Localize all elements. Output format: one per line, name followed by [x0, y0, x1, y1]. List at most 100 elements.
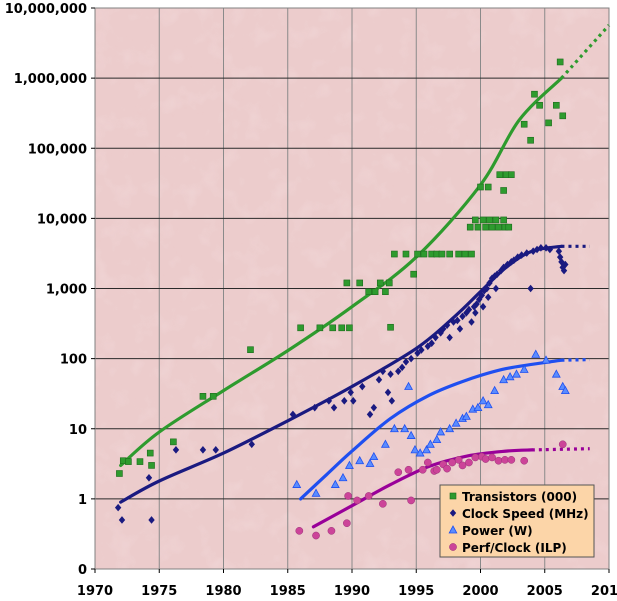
x-tick-label: 2005	[527, 584, 563, 599]
point-transistors-000	[387, 323, 394, 331]
point-clock-speed-mhz	[492, 284, 500, 293]
point-transistors-000	[247, 346, 254, 354]
point-perf-clock-ilp	[423, 458, 432, 467]
point-power-w	[519, 364, 529, 373]
point-clock-speed-mhz	[366, 410, 374, 419]
point-transistors-000	[505, 223, 513, 231]
point-clock-speed-mhz	[387, 370, 394, 378]
x-tick-label: 1995	[398, 584, 434, 599]
point-perf-clock-ilp	[432, 465, 441, 474]
point-perf-clock-ilp	[343, 519, 351, 528]
point-power-w	[505, 371, 515, 381]
point-transistors-000	[146, 449, 154, 457]
point-clock-speed-mhz	[289, 410, 297, 419]
point-transistors-000	[482, 223, 489, 231]
point-clock-speed-mhz	[418, 346, 425, 354]
legend-box	[439, 484, 595, 558]
point-transistors-000	[496, 171, 504, 178]
point-transistors-000	[125, 458, 132, 465]
point-transistors-000	[495, 223, 502, 231]
point-clock-speed-mhz	[472, 309, 479, 317]
trend-extension-transistors-000	[560, 24, 611, 80]
x-tick-label: 1970	[77, 584, 113, 599]
point-clock-speed-mhz	[459, 312, 466, 321]
point-clock-speed-mhz	[510, 256, 518, 264]
point-transistors-000	[365, 288, 373, 296]
x-axis-ticks: 1970 1975 1980 1985 1990 1995 2000 2005 2010	[77, 569, 617, 599]
point-clock-speed-mhz	[330, 403, 338, 412]
point-power-w	[410, 445, 420, 454]
point-transistors-000	[402, 250, 410, 258]
point-clock-speed-mhz	[212, 446, 219, 454]
legend-marker-power-w	[448, 525, 458, 534]
point-power-w	[389, 423, 399, 433]
point-clock-speed-mhz	[370, 403, 378, 412]
point-power-w	[425, 439, 435, 448]
point-perf-clock-ilp	[378, 499, 387, 508]
point-transistors-000	[553, 101, 560, 109]
point-clock-speed-mhz	[556, 253, 564, 261]
point-transistors-000	[356, 279, 364, 287]
trend-line-transistors-000	[119, 76, 564, 467]
point-transistors-000	[479, 216, 487, 224]
point-perf-clock-ilp	[407, 496, 415, 505]
point-transistors-000	[484, 183, 492, 191]
point-perf-clock-ilp	[501, 456, 509, 464]
point-perf-clock-ilp	[394, 468, 403, 477]
point-power-w	[404, 381, 414, 390]
point-clock-speed-mhz	[518, 251, 525, 259]
trend-line-power-w	[299, 358, 564, 501]
point-clock-speed-mhz	[428, 339, 435, 347]
point-transistors-000	[461, 250, 469, 258]
x-tick-label: 1975	[141, 584, 177, 599]
point-clock-speed-mhz	[465, 305, 473, 314]
point-clock-speed-mhz	[384, 388, 392, 397]
point-perf-clock-ilp	[558, 440, 567, 449]
legend-marker-clock-speed-mhz	[449, 509, 457, 517]
point-transistors-000	[209, 393, 217, 400]
point-perf-clock-ilp	[494, 456, 503, 465]
point-clock-speed-mhz	[199, 446, 207, 454]
point-transistors-000	[391, 250, 398, 258]
point-clock-speed-mhz	[347, 388, 354, 397]
point-power-w	[432, 434, 442, 444]
point-clock-speed-mhz	[114, 503, 122, 512]
point-clock-speed-mhz	[311, 403, 318, 412]
point-power-w	[478, 396, 488, 405]
point-clock-speed-mhz	[485, 293, 492, 302]
point-transistors-000	[472, 216, 479, 224]
point-transistors-000	[297, 324, 304, 332]
point-clock-speed-mhz	[350, 397, 357, 405]
point-transistors-000	[343, 279, 351, 287]
point-clock-speed-mhz	[537, 244, 545, 252]
point-transistors-000	[329, 324, 337, 332]
point-clock-speed-mhz	[341, 397, 348, 405]
point-perf-clock-ilp	[448, 458, 457, 467]
point-clock-speed-mhz	[523, 249, 530, 257]
point-clock-speed-mhz	[424, 342, 432, 351]
point-transistors-000	[346, 324, 353, 332]
point-transistors-000	[492, 216, 500, 224]
x-tick-label: 1985	[270, 584, 306, 599]
trend-extension-power-w	[561, 358, 590, 362]
point-clock-speed-mhz	[118, 516, 126, 524]
point-perf-clock-ilp	[344, 492, 352, 500]
point-power-w	[531, 349, 541, 358]
y-tick-label: 1,000,000	[14, 72, 87, 87]
legend-label-clock-speed-mhz: Clock Speed (MHz)	[462, 507, 589, 521]
point-clock-speed-mhz	[375, 375, 383, 384]
legend-label-transistors-000: Transistors (000)	[462, 490, 577, 504]
y-axis-ticks: 0 1 10 100 1,000 10,000 100,000 1,000,000 10,000…	[5, 2, 95, 578]
point-perf-clock-ilp	[404, 465, 413, 474]
point-clock-speed-mhz	[432, 333, 439, 342]
grid	[94, 7, 610, 570]
y-tick-label: 100	[60, 353, 87, 368]
point-transistors-000	[382, 288, 389, 296]
point-transistors-000	[545, 119, 552, 127]
point-power-w	[422, 445, 432, 454]
point-perf-clock-ilp	[488, 453, 496, 462]
point-power-w	[560, 385, 570, 394]
point-power-w	[451, 418, 461, 427]
point-power-w	[512, 369, 521, 378]
